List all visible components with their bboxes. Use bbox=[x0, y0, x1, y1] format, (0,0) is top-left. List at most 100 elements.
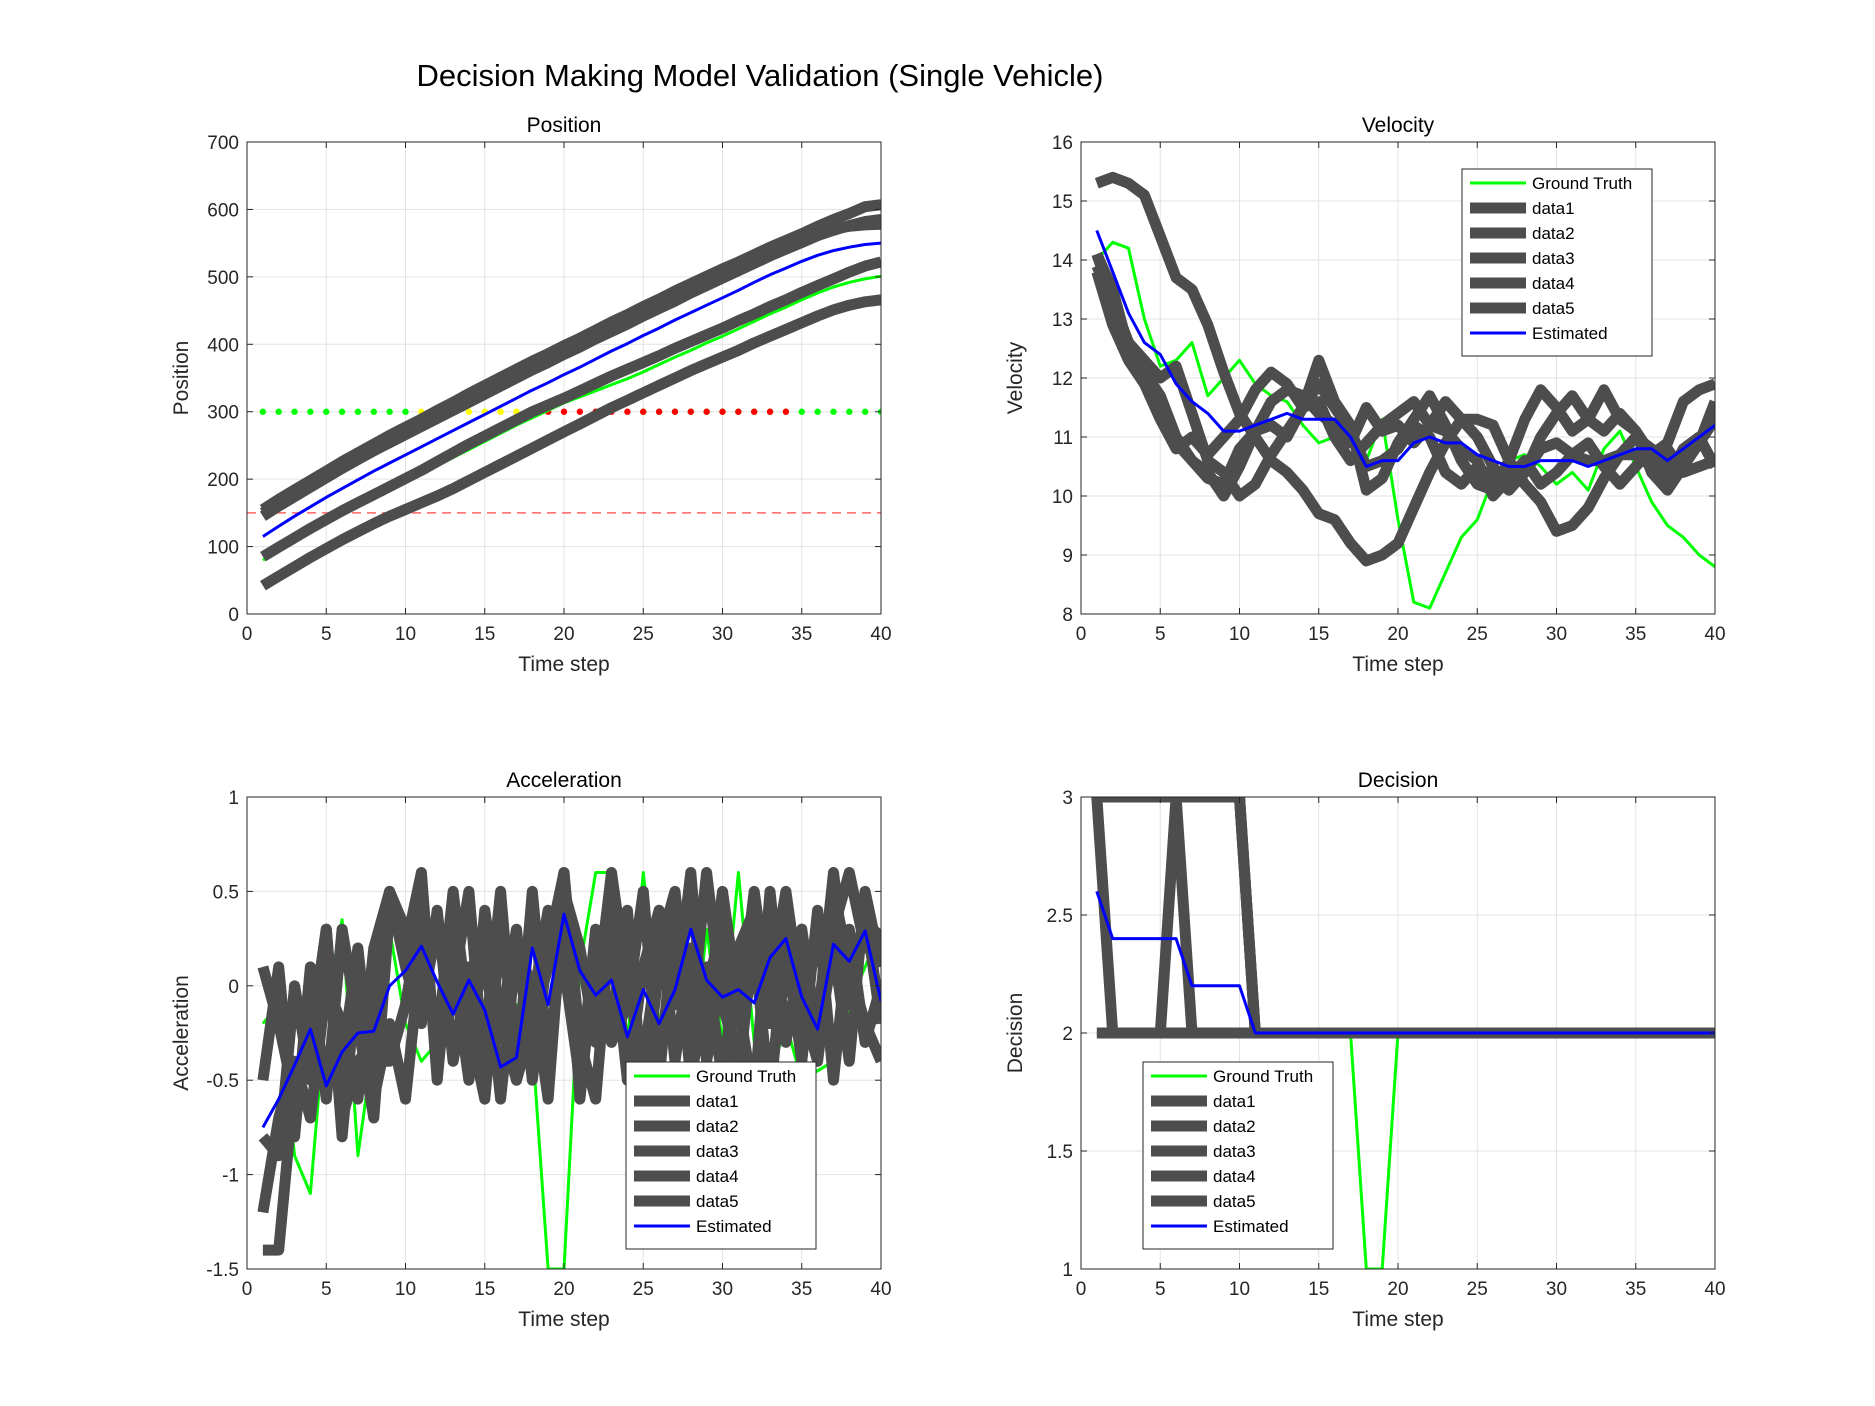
x-tick-label: 10 bbox=[395, 624, 416, 645]
series-line-data4 bbox=[260, 256, 881, 562]
series-line-estimated bbox=[1095, 229, 1715, 468]
series-line-data5 bbox=[260, 294, 881, 591]
panel-title: Velocity bbox=[1362, 114, 1435, 137]
x-tick-label: 5 bbox=[1155, 624, 1166, 645]
status-marker bbox=[687, 408, 694, 415]
panel-title: Acceleration bbox=[506, 769, 622, 792]
y-tick-label: 1 bbox=[1062, 1260, 1073, 1281]
legend-label: Estimated bbox=[1532, 324, 1608, 343]
x-tick-label: 10 bbox=[1229, 624, 1250, 645]
status-marker bbox=[861, 408, 869, 415]
x-tick-label: 0 bbox=[1076, 624, 1087, 645]
y-tick-label: 600 bbox=[207, 200, 239, 221]
y-tick-label: 1.5 bbox=[1047, 1142, 1073, 1163]
x-tick-label: 15 bbox=[474, 1279, 495, 1300]
status-marker bbox=[671, 408, 679, 415]
panel-title: Decision bbox=[1358, 769, 1439, 792]
status-marker bbox=[259, 408, 267, 415]
y-axis-label: Position bbox=[170, 341, 193, 416]
y-tick-label: 13 bbox=[1052, 310, 1073, 331]
y-tick-label: 1 bbox=[228, 788, 239, 809]
legend-label: Estimated bbox=[696, 1217, 772, 1236]
x-tick-label: 0 bbox=[242, 1279, 253, 1300]
status-marker bbox=[640, 408, 647, 415]
x-tick-label: 20 bbox=[1387, 1279, 1408, 1300]
x-tick-label: 30 bbox=[712, 1279, 733, 1300]
legend-label: data1 bbox=[1213, 1092, 1256, 1111]
x-axis-label: Time step bbox=[518, 653, 609, 676]
legend-label: data5 bbox=[1213, 1192, 1256, 1211]
y-axis-label: Acceleration bbox=[170, 975, 193, 1091]
y-tick-label: 400 bbox=[207, 335, 239, 356]
legend-label: data2 bbox=[1532, 224, 1575, 243]
status-marker bbox=[560, 408, 568, 415]
y-tick-label: 12 bbox=[1052, 369, 1073, 390]
legend-label: data3 bbox=[696, 1142, 739, 1161]
status-marker bbox=[576, 408, 584, 415]
plot-series-group bbox=[1091, 171, 1715, 610]
series-line-data5 bbox=[258, 885, 881, 1162]
x-axis-label: Time step bbox=[1352, 653, 1443, 676]
legend-label: Ground Truth bbox=[1532, 174, 1632, 193]
legend-label: data4 bbox=[1213, 1167, 1256, 1186]
status-marker bbox=[354, 408, 362, 415]
status-marker bbox=[766, 408, 774, 415]
x-tick-label: 20 bbox=[553, 624, 574, 645]
legend: Ground Truth data1 data2 data3 data4 data5 Est… bbox=[625, 1061, 817, 1250]
status-marker bbox=[465, 408, 473, 415]
y-tick-label: 3 bbox=[1062, 788, 1073, 809]
y-tick-label: 0.5 bbox=[213, 882, 239, 903]
status-marker bbox=[624, 408, 631, 415]
status-marker bbox=[323, 408, 330, 415]
x-tick-label: 20 bbox=[553, 1279, 574, 1300]
x-tick-label: 0 bbox=[1076, 1279, 1087, 1300]
x-tick-label: 35 bbox=[1625, 624, 1646, 645]
status-marker bbox=[307, 408, 314, 415]
legend-label: data3 bbox=[1213, 1142, 1256, 1161]
legend-label: data1 bbox=[1532, 199, 1575, 218]
legend-label: data5 bbox=[696, 1192, 739, 1211]
panel-title: Position bbox=[527, 114, 602, 137]
status-marker bbox=[386, 408, 393, 415]
status-marker bbox=[402, 408, 409, 415]
x-tick-label: 10 bbox=[395, 1279, 416, 1300]
x-tick-label: 25 bbox=[1467, 624, 1488, 645]
status-marker bbox=[846, 408, 853, 415]
legend-label: data1 bbox=[696, 1092, 739, 1111]
y-tick-label: 11 bbox=[1053, 428, 1073, 449]
y-tick-label: 14 bbox=[1052, 251, 1074, 272]
y-tick-label: 700 bbox=[207, 133, 239, 154]
y-tick-label: 300 bbox=[207, 403, 239, 424]
status-marker bbox=[655, 408, 663, 415]
x-tick-label: 40 bbox=[870, 1279, 891, 1300]
legend-label: data4 bbox=[1532, 274, 1575, 293]
status-marker bbox=[814, 408, 821, 415]
status-marker bbox=[291, 408, 298, 415]
x-tick-label: 25 bbox=[633, 624, 654, 645]
series-line-data1 bbox=[1094, 171, 1715, 567]
status-marker bbox=[830, 408, 837, 415]
x-tick-label: 25 bbox=[1467, 1279, 1488, 1300]
series-line-ground-truth bbox=[1095, 240, 1715, 610]
plot-panel-decision: 0 5 10 15 20 25 30 35 40 1 1.5 2 2.5 3 Decision Time st… bbox=[1004, 769, 1726, 1331]
legend-label: Estimated bbox=[1213, 1217, 1289, 1236]
legend: Ground Truth data1 data2 data3 data4 data5 Est… bbox=[1461, 168, 1653, 357]
legend-label: Ground Truth bbox=[1213, 1067, 1313, 1086]
x-tick-label: 40 bbox=[1704, 624, 1725, 645]
status-marker bbox=[751, 408, 758, 415]
plot-panel-position: 0 5 10 15 20 25 30 35 400100200300400500600700Po… bbox=[170, 114, 892, 676]
series-line-data4 bbox=[1091, 263, 1715, 496]
plot-panel-velocity: 0 5 10 15 20 25 30 35 40 8 9 10 11 12 13 14 15 16 Velocity… bbox=[1004, 114, 1726, 676]
y-tick-label: 0 bbox=[228, 605, 239, 626]
plot-series-group bbox=[257, 867, 881, 1269]
x-tick-label: 30 bbox=[1546, 624, 1567, 645]
y-axis-label: Velocity bbox=[1004, 341, 1027, 414]
y-tick-label: 0 bbox=[228, 977, 239, 998]
y-tick-label: -1.5 bbox=[206, 1260, 239, 1281]
y-tick-label: -0.5 bbox=[206, 1071, 239, 1092]
series-line-data3 bbox=[259, 218, 881, 518]
y-tick-label: 2.5 bbox=[1047, 906, 1073, 927]
plot-series-group bbox=[247, 199, 881, 591]
series-line-estimated bbox=[262, 241, 881, 538]
